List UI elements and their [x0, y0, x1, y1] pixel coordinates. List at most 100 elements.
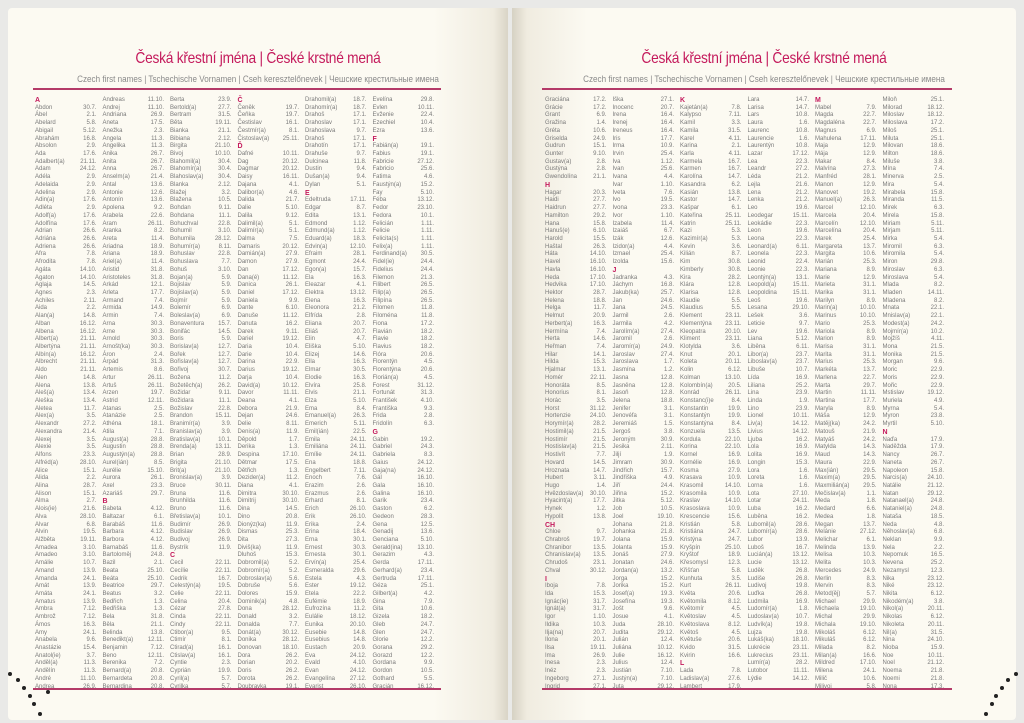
- name-day-date: 20.6.: [728, 637, 742, 644]
- name: Ireneus: [612, 127, 633, 134]
- name-day-date: 28.8.: [150, 444, 164, 451]
- name-day-date: 25.3.: [285, 529, 299, 536]
- name-day-date: 4.5.: [731, 614, 742, 621]
- name-day-date: 14.5.: [593, 459, 607, 466]
- name: Ljuba: [747, 436, 763, 443]
- name-entry: Lubomír(a) 28.6.: [748, 529, 816, 537]
- name: Marcel: [815, 205, 834, 212]
- name-entry: Květoslava 8.12.: [680, 622, 748, 630]
- name: Drahomír(a): [305, 104, 338, 111]
- name-entry: Lorna 1.6.: [748, 483, 816, 491]
- name-day-date: 12.8.: [660, 390, 674, 397]
- name-day-date: 23.12.: [927, 575, 944, 582]
- name: Bela: [102, 614, 115, 621]
- name: Karmela: [680, 158, 703, 165]
- name-day-date: 5.6.: [288, 575, 299, 582]
- name-entry: Ludoslav(a) 10.7.: [748, 614, 816, 622]
- name: Liana: [747, 336, 763, 343]
- name-entry: Milton 18.6.: [883, 151, 951, 159]
- name-entry: Bořislav(a) 12.7.: [170, 359, 238, 367]
- name-day-date: 15.8.: [930, 212, 944, 219]
- name-entry: Filip(a) 26.5.: [373, 290, 441, 298]
- name-day-date: 8.3.: [866, 575, 877, 582]
- name-entry: André 11.10.: [35, 676, 103, 684]
- name-day-date: 16.7.: [728, 166, 742, 173]
- name: Manovet: [815, 189, 839, 196]
- name: Mirjam: [882, 228, 901, 235]
- name-day-date: 5.1.: [356, 181, 367, 188]
- name-day-date: 10.3.: [863, 552, 877, 559]
- name: Luboš: [747, 544, 764, 551]
- name-day-date: 1.5.: [663, 421, 674, 428]
- name: Leandr: [747, 166, 767, 173]
- name-day-date: 26.9.: [218, 529, 232, 536]
- name-day-date: 18.12.: [927, 104, 944, 111]
- name: Ingrid: [545, 683, 561, 690]
- name-entry: Alexej 3.5.: [35, 437, 103, 445]
- name: Narcis(a): [882, 475, 907, 482]
- name-entry: Natanael(a) 24.8.: [883, 498, 951, 506]
- name: Maja: [815, 143, 829, 150]
- name-entry: Florián(a) 4.5.: [373, 375, 441, 383]
- name: Gorana: [372, 645, 393, 652]
- name-day-date: 19.8.: [795, 583, 809, 590]
- name: Leonard(a): [747, 243, 777, 250]
- name-day-date: 6.9.: [866, 127, 877, 134]
- name: Klementýna: [680, 320, 712, 327]
- name-day-date: 5.4.: [933, 274, 944, 281]
- name-entry: Herbert(a) 16.3.: [545, 321, 613, 329]
- name: Kraslav: [680, 498, 701, 505]
- name-day-date: 1.8.: [866, 513, 877, 520]
- name-day-date: 20.4.: [863, 228, 877, 235]
- name: Blažena: [170, 197, 192, 204]
- name: Jesika: [612, 444, 630, 451]
- name-day-date: 4.11.: [931, 336, 944, 343]
- name: Dorian: [237, 660, 256, 667]
- name-column: Graciána 17.2. Grácie 17.2. Grant 6.9. Gražina…: [545, 97, 613, 691]
- name-entry: Marek 25.4.: [815, 236, 883, 244]
- name-day-date: 22.3.: [795, 158, 809, 165]
- name-day-date: 18.7.: [353, 104, 367, 111]
- name-entry: Heřman 7.4.: [545, 344, 613, 352]
- name-entry: Medard 6.6.: [815, 506, 883, 514]
- name: Celina: [170, 598, 188, 605]
- name-entry: Danuše 11.12.: [238, 313, 306, 321]
- name-day-date: 9.6.: [86, 637, 97, 644]
- name-entry: Justýn(a) 7.10.: [613, 676, 681, 684]
- name: Nikol(a): [882, 606, 904, 613]
- name-day-date: 12.8.: [728, 289, 742, 296]
- name-entry: Adalbert(a) 21.11.: [35, 159, 103, 167]
- name: Elmar: [305, 367, 321, 374]
- name-day-date: 5.1.: [288, 228, 299, 235]
- name-entry: Milada 8.2.: [815, 645, 883, 653]
- name-day-date: 22.9.: [930, 367, 944, 374]
- name: Ariadna: [102, 243, 124, 250]
- name-entry: Miloslav 18.12.: [883, 112, 951, 120]
- name-entry: Ferdinand(a) 30.5.: [373, 251, 441, 259]
- name-day-date: 12.8.: [660, 374, 674, 381]
- name-entry: Mona 21.5.: [883, 344, 951, 352]
- name: Marita: [815, 351, 832, 358]
- name-day-date: 5.2.: [288, 560, 299, 567]
- name-entry: Myrna 5.4.: [883, 406, 951, 414]
- name-day-date: 12.1.: [150, 282, 164, 289]
- name-day-date: 26.7.: [150, 158, 164, 165]
- name: Alfons: [35, 452, 52, 459]
- name: Dalimír(a): [237, 228, 264, 235]
- name-entry: Eusebius 14.8.: [305, 637, 373, 645]
- name: Michal: [815, 614, 833, 621]
- name-entry: Leokádie 22.3.: [748, 221, 816, 229]
- name: Hanuš(e): [545, 228, 570, 235]
- name-day-date: 19.1.: [285, 683, 299, 690]
- name-entry: Jáchym 16.8.: [613, 282, 681, 290]
- name-entry: Kristýna 24.7.: [680, 537, 748, 545]
- name-day-date: 26.3.: [863, 197, 877, 204]
- name-entry: Athéna 18.1.: [103, 421, 171, 429]
- name: Božidara: [170, 398, 194, 405]
- name-day-date: 17.10.: [859, 660, 877, 667]
- name-day-date: 3.7.: [86, 652, 97, 659]
- name: Aranka: [102, 228, 122, 235]
- name-day-date: 30.3.: [353, 544, 367, 551]
- name-entry: Moric 22.9.: [883, 367, 951, 375]
- name-day-date: 30.3.: [150, 320, 164, 327]
